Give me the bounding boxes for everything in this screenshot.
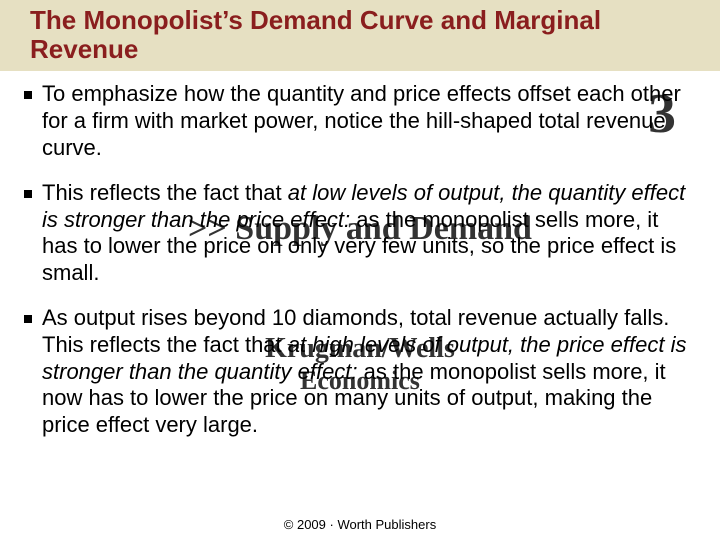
bullet-text: As output rises beyond 10 diamonds, tota… bbox=[42, 305, 696, 439]
body-area: To emphasize how the quantity and price … bbox=[0, 73, 720, 439]
text-run: This reflects the fact that bbox=[42, 180, 288, 205]
bullet-marker bbox=[24, 91, 32, 99]
title-band: The Monopolist’s Demand Curve and Margin… bbox=[0, 0, 720, 73]
bullet-marker bbox=[24, 315, 32, 323]
slide: 3 >> Supply and Demand Krugman/Wells Eco… bbox=[0, 0, 720, 540]
footer-copyright: © 2009 · Worth Publishers bbox=[0, 517, 720, 532]
bullet-text: To emphasize how the quantity and price … bbox=[42, 81, 696, 161]
bullet-item: To emphasize how the quantity and price … bbox=[24, 81, 696, 161]
bullet-text: This reflects the fact that at low level… bbox=[42, 180, 696, 287]
bullet-marker bbox=[24, 190, 32, 198]
foreground: The Monopolist’s Demand Curve and Margin… bbox=[0, 0, 720, 540]
bullet-item: This reflects the fact that at low level… bbox=[24, 180, 696, 287]
bullet-item: As output rises beyond 10 diamonds, tota… bbox=[24, 305, 696, 439]
bullet-list: To emphasize how the quantity and price … bbox=[24, 81, 696, 439]
slide-title: The Monopolist’s Demand Curve and Margin… bbox=[30, 6, 700, 63]
text-run: To emphasize how the quantity and price … bbox=[42, 81, 681, 160]
